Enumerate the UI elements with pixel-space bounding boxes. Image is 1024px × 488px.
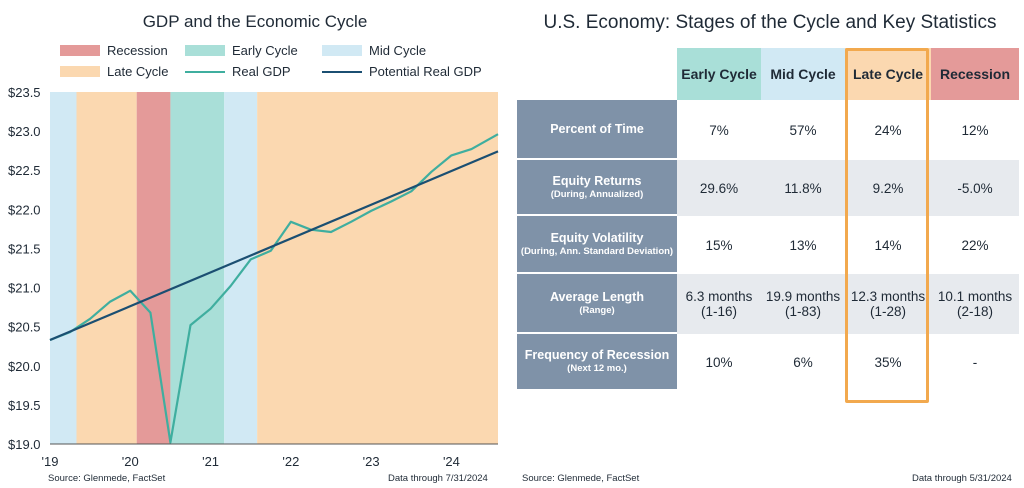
phase-band-mid-cycle <box>50 92 77 444</box>
table-row: Average Length (Range) 6.3 months (1-16)… <box>517 274 1019 334</box>
header-early-cycle: Early Cycle <box>677 48 761 100</box>
row-label-text: Percent of Time <box>550 121 644 136</box>
legend-item-potential-gdp: Potential Real GDP <box>322 64 482 79</box>
series-line-potential-real-gdp <box>49 150 499 342</box>
legend-label-potential-gdp: Potential Real GDP <box>369 64 482 79</box>
y-tick-label: $22.0 <box>8 202 41 217</box>
phase-band-mid-cycle <box>224 92 258 444</box>
legend-label-mid-cycle: Mid Cycle <box>369 43 427 58</box>
table-title: U.S. Economy: Stages of the Cycle and Ke… <box>543 12 997 33</box>
phase-band-late-cycle <box>257 92 498 444</box>
row-label-sub: (During, Annualized) <box>550 188 644 200</box>
legend-swatch-early-cycle <box>185 45 225 56</box>
header-mid-cycle: Mid Cycle <box>761 48 845 100</box>
phase-band-recession <box>136 92 171 444</box>
row-label-frequency-of-recession: Frequency of Recession (Next 12 mo.) <box>517 334 677 391</box>
legend-line-real-gdp <box>185 70 225 73</box>
y-tick-label: $20.5 <box>8 320 41 335</box>
right-data-through: Data through 5/31/2024 <box>912 473 1012 484</box>
legend-label-recession: Recession <box>107 43 168 58</box>
cell-value: 22% <box>931 216 1019 274</box>
row-label-percent-of-time: Percent of Time <box>517 100 677 160</box>
left-source: Source: Glenmede, FactSet <box>48 473 166 484</box>
cell-value: 14% <box>845 216 931 274</box>
cell-value: 24% <box>845 100 931 160</box>
row-label-equity-returns: Equity Returns (During, Annualized) <box>517 160 677 216</box>
header-recession: Recession <box>931 48 1019 100</box>
row-label-sub: (During, Ann. Standard Deviation) <box>520 245 674 257</box>
x-tick-label: '24 <box>443 454 460 469</box>
cell-value: 57% <box>761 100 845 160</box>
x-tick-label: '22 <box>282 454 299 469</box>
y-tick-label: $19.0 <box>8 437 41 452</box>
legend-swatch-late-cycle <box>60 66 100 77</box>
row-label-average-length: Average Length (Range) <box>517 274 677 334</box>
legend-label-early-cycle: Early Cycle <box>232 43 298 58</box>
row-label-sub: (Next 12 mo.) <box>567 363 627 374</box>
cell-value: 7% <box>677 100 761 160</box>
cell-value: 35% <box>845 334 931 391</box>
right-source: Source: Glenmede, FactSet <box>522 473 640 484</box>
x-tick-label: '21 <box>202 454 219 469</box>
x-tick-label: '19 <box>42 454 59 469</box>
chart-title: GDP and the Economic Cycle <box>142 12 368 31</box>
header-late-cycle: Late Cycle <box>845 48 931 100</box>
y-tick-label: $20.0 <box>8 359 41 374</box>
legend-item-mid-cycle: Mid Cycle <box>322 43 426 58</box>
cell-value: 12.3 months (1-28) <box>845 274 931 334</box>
legend-swatch-mid-cycle <box>322 45 362 56</box>
row-label-equity-volatility: Equity Volatility (During, Ann. Standard… <box>517 216 677 274</box>
y-tick-label: $21.5 <box>8 241 41 256</box>
cell-value: 11.8% <box>761 160 845 216</box>
header-blank <box>517 48 677 100</box>
cycle-stats-table: Early Cycle Mid Cycle Late Cycle Recessi… <box>517 48 1019 391</box>
y-tick-label: $23.5 <box>8 85 41 100</box>
cell-value: 9.2% <box>845 160 931 216</box>
cell-value: 19.9 months (1-83) <box>761 274 845 334</box>
phase-band-late-cycle <box>76 92 137 444</box>
cell-value: 12% <box>931 100 1019 160</box>
legend-label-late-cycle: Late Cycle <box>107 64 169 79</box>
x-tick-label: '20 <box>122 454 139 469</box>
cell-value: -5.0% <box>931 160 1019 216</box>
gdp-chart: $23.5 $23.0 $22.5 $22.0 $21.5 $21.0 $20.5 $20.0… <box>8 85 499 469</box>
legend-item-late-cycle: Late Cycle <box>60 64 168 79</box>
cell-value: 10.1 months (2-18) <box>931 274 1019 334</box>
left-data-through: Data through 7/31/2024 <box>388 473 488 484</box>
row-label-text: Equity Returns <box>552 173 642 188</box>
cell-value: 15% <box>677 216 761 274</box>
chart-legend: Recession Early Cycle Mid Cycle Late Cyc… <box>60 43 510 83</box>
table-row: Equity Volatility (During, Ann. Standard… <box>517 216 1019 274</box>
table-header-row: Early Cycle Mid Cycle Late Cycle Recessi… <box>517 48 1019 100</box>
legend-item-recession: Recession <box>60 43 168 58</box>
legend-item-early-cycle: Early Cycle <box>185 43 298 58</box>
y-tick-label: $21.0 <box>8 281 41 296</box>
y-tick-label: $22.5 <box>8 163 41 178</box>
row-label-text: Equity Volatility <box>550 230 644 245</box>
y-tick-label: $19.5 <box>8 398 41 413</box>
table-row: Equity Returns (During, Annualized) 29.6… <box>517 160 1019 216</box>
cell-value: 10% <box>677 334 761 391</box>
x-tick-label: '23 <box>363 454 380 469</box>
table-row: Percent of Time 7% 57% 24% 12% <box>517 100 1019 160</box>
table-row: Frequency of Recession (Next 12 mo.) 10%… <box>517 334 1019 391</box>
row-label-text: Frequency of Recession <box>524 348 670 362</box>
row-label-text: Average Length <box>549 289 644 304</box>
row-label-sub: (Range) <box>579 304 615 316</box>
cell-value: 13% <box>761 216 845 274</box>
legend-line-potential-gdp <box>322 70 362 73</box>
y-tick-label: $23.0 <box>8 124 41 139</box>
legend-item-real-gdp: Real GDP <box>185 64 291 79</box>
legend-swatch-recession <box>60 45 100 56</box>
cell-value: 29.6% <box>677 160 761 216</box>
cell-value: - <box>931 334 1019 391</box>
cell-value: 6.3 months (1-16) <box>677 274 761 334</box>
legend-label-real-gdp: Real GDP <box>232 64 291 79</box>
cell-value: 6% <box>761 334 845 391</box>
